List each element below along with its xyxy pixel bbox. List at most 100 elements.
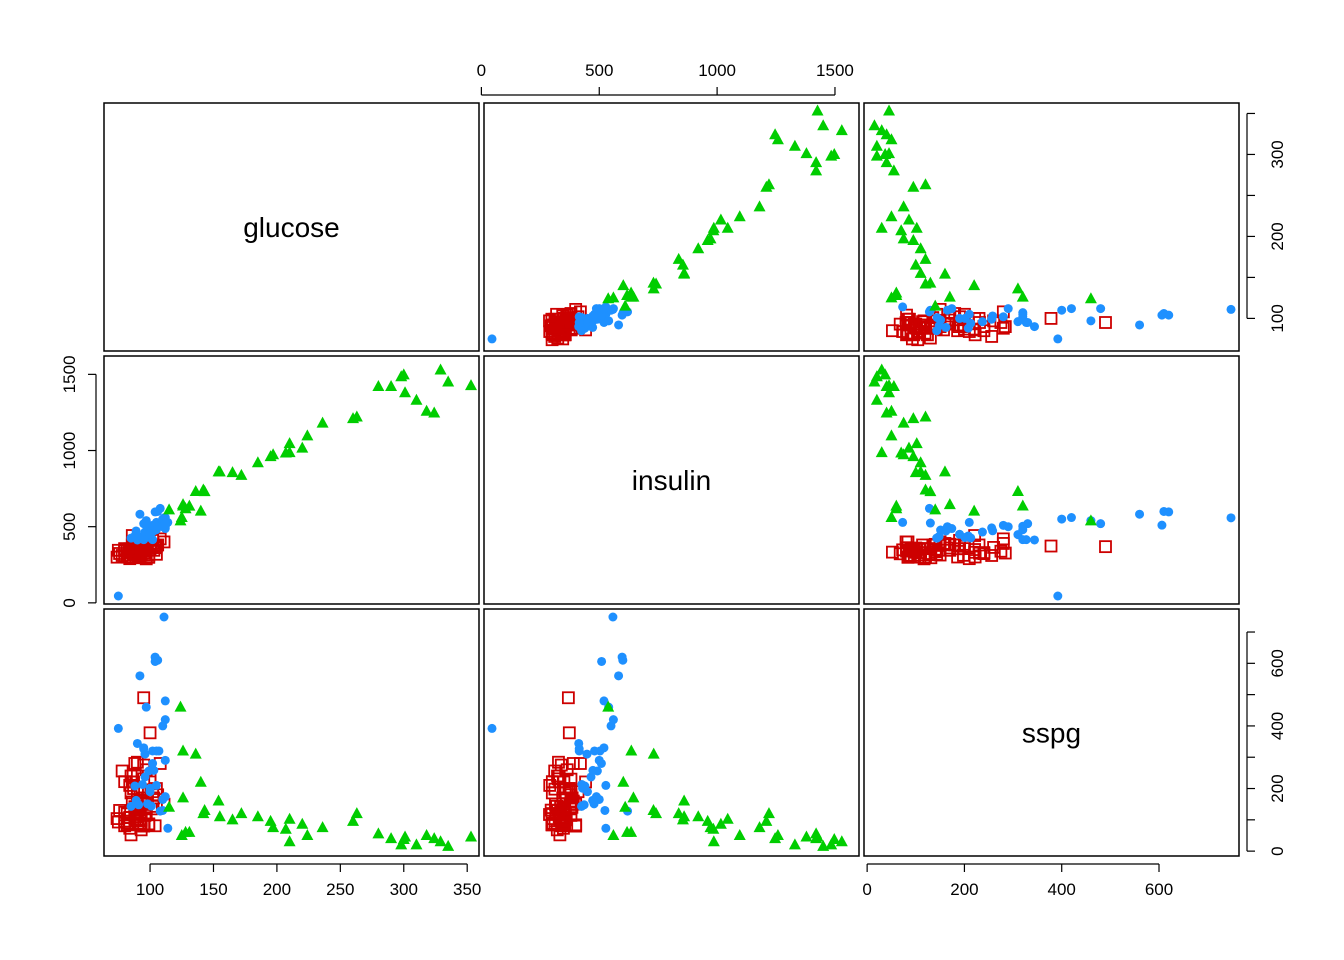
point-circle-insulin-vs-sspg-32	[955, 529, 965, 539]
point-square-glucose-vs-sspg-45	[1044, 312, 1058, 325]
tick-label-sspg-600: 600	[1145, 880, 1173, 899]
point-circle-glucose-vs-insulin-35	[599, 304, 609, 314]
point-triangle-insulin-vs-sspg-23	[924, 485, 937, 497]
point-circle-insulin-vs-sspg-12	[932, 533, 942, 543]
point-triangle-insulin-vs-glucose-30	[183, 499, 196, 511]
point-triangle-glucose-vs-sspg-30	[890, 286, 903, 298]
point-circle-insulin-vs-glucose-35	[160, 519, 170, 529]
point-triangle-glucose-vs-insulin-32	[762, 178, 775, 190]
point-triangle-glucose-vs-sspg-0	[1084, 292, 1097, 304]
point-triangle-insulin-vs-glucose-4	[194, 504, 207, 516]
point-triangle-sspg-vs-glucose-34	[264, 814, 277, 826]
point-circle-glucose-vs-sspg-27	[1135, 320, 1145, 330]
point-square-sspg-vs-glucose-45	[143, 726, 157, 740]
point-triangle-insulin-vs-sspg-36	[887, 380, 900, 392]
point-circle-glucose-vs-insulin-30	[487, 334, 497, 344]
point-triangle-glucose-vs-insulin-14	[835, 124, 848, 136]
point-circle-sspg-vs-insulin-6	[577, 779, 587, 789]
point-circle-sspg-vs-glucose-34	[153, 655, 163, 665]
point-triangle-sspg-vs-insulin-35	[692, 810, 705, 822]
point-triangle-insulin-vs-glucose-14	[434, 363, 447, 375]
point-triangle-insulin-vs-glucose-36	[372, 380, 385, 392]
point-square-sspg-vs-insulin-7	[545, 786, 559, 800]
point-triangle-insulin-vs-sspg-18	[870, 393, 883, 405]
point-triangle-sspg-vs-glucose-29	[442, 839, 455, 851]
point-circle-sspg-vs-insulin-26	[594, 755, 604, 765]
point-triangle-sspg-vs-glucose-26	[226, 813, 239, 825]
point-square-insulin-vs-sspg-67	[987, 541, 1001, 554]
point-triangle-glucose-vs-sspg-18	[870, 139, 883, 151]
point-circle-sspg-vs-insulin-19	[600, 805, 610, 815]
tick-label-glucose-250: 250	[326, 880, 354, 899]
tick-label-sspg_right-200: 200	[1268, 774, 1287, 802]
data-points	[110, 104, 1236, 851]
point-circle-sspg-vs-insulin-33	[599, 743, 609, 753]
point-circle-glucose-vs-sspg-11	[898, 302, 908, 312]
point-triangle-sspg-vs-glucose-2	[296, 817, 309, 829]
point-triangle-glucose-vs-insulin-19	[678, 266, 691, 278]
point-triangle-sspg-vs-insulin-3	[733, 828, 746, 840]
point-triangle-glucose-vs-sspg-8	[938, 267, 951, 279]
point-triangle-sspg-vs-glucose-25	[177, 791, 190, 803]
point-circle-glucose-vs-sspg-23	[1066, 304, 1076, 314]
point-circle-insulin-vs-sspg-35	[1096, 519, 1106, 529]
point-triangle-sspg-vs-insulin-28	[825, 838, 838, 850]
point-circle-glucose-vs-sspg-32	[955, 313, 965, 323]
point-circle-sspg-vs-glucose-29	[151, 746, 161, 756]
point-triangle-sspg-vs-glucose-6	[235, 807, 248, 819]
point-square-glucose-vs-insulin-69	[556, 309, 570, 323]
point-circle-glucose-vs-insulin-27	[614, 320, 624, 330]
point-circle-sspg-vs-insulin-35	[599, 696, 609, 706]
point-triangle-insulin-vs-sspg-17	[907, 412, 920, 424]
point-square-glucose-vs-sspg-62	[996, 321, 1010, 335]
point-circle-glucose-vs-sspg-9	[1226, 304, 1236, 314]
point-circle-sspg-vs-glucose-9	[159, 612, 169, 622]
point-triangle-sspg-vs-glucose-3	[301, 828, 314, 840]
point-triangle-insulin-vs-glucose-23	[198, 485, 211, 497]
tick-label-insulin-0: 0	[60, 598, 79, 607]
point-circle-sspg-vs-glucose-11	[163, 823, 173, 833]
point-circle-insulin-vs-sspg-11	[898, 517, 908, 527]
point-circle-insulin-vs-sspg-23	[1066, 513, 1076, 523]
point-square-sspg-vs-insulin-72	[559, 813, 573, 827]
diag-label-glucose: glucose	[243, 212, 340, 243]
panel-glucose-vs-sspg	[863, 102, 1240, 352]
point-triangle-sspg-vs-glucose-0	[174, 700, 187, 712]
tick-label-sspg-200: 200	[950, 880, 978, 899]
panel-glucose-vs-glucose	[103, 102, 480, 352]
point-triangle-sspg-vs-insulin-32	[762, 807, 775, 819]
point-circle-sspg-vs-glucose-24	[158, 721, 168, 731]
point-circle-glucose-vs-insulin-32	[582, 313, 592, 323]
point-square-insulin-vs-sspg-69	[943, 543, 957, 557]
point-square-sspg-vs-insulin-64	[561, 691, 575, 705]
point-square-insulin-vs-sspg-75	[919, 550, 932, 564]
point-triangle-sspg-vs-insulin-2	[714, 817, 727, 829]
point-triangle-insulin-vs-glucose-3	[301, 429, 314, 441]
panel-insulin-vs-sspg	[863, 355, 1240, 605]
point-triangle-insulin-vs-glucose-11	[399, 386, 412, 398]
point-triangle-glucose-vs-insulin-16	[707, 221, 720, 233]
point-circle-glucose-vs-sspg-34	[1159, 308, 1169, 318]
point-square-glucose-vs-insulin-65	[552, 324, 566, 338]
tick-label-glucose_right-100: 100	[1268, 304, 1287, 332]
point-triangle-sspg-vs-glucose-32	[350, 807, 363, 819]
tick-label-glucose_right-200: 200	[1268, 222, 1287, 250]
point-square-glucose-vs-insulin-68	[543, 325, 557, 338]
point-square-insulin-vs-glucose-75	[129, 550, 143, 564]
point-square-insulin-vs-sspg-45	[1044, 539, 1058, 553]
point-triangle-insulin-vs-glucose-12	[420, 404, 433, 416]
point-square-glucose-vs-sspg-49	[900, 308, 913, 322]
point-circle-glucose-vs-sspg-31	[942, 305, 952, 315]
point-square-sspg-vs-insulin-75	[545, 807, 559, 820]
point-triangle-sspg-vs-insulin-4	[617, 775, 630, 787]
tick-label-insulin-1500: 1500	[816, 61, 854, 80]
point-triangle-glucose-vs-insulin-33	[619, 299, 632, 311]
point-triangle-insulin-vs-sspg-33	[929, 503, 942, 515]
tick-label-sspg-0: 0	[862, 880, 871, 899]
point-triangle-glucose-vs-sspg-31	[880, 156, 893, 168]
point-circle-sspg-vs-glucose-4	[134, 800, 144, 810]
point-square-insulin-vs-glucose-73	[157, 535, 171, 549]
point-circle-sspg-vs-insulin-22	[574, 744, 584, 754]
tick-label-sspg-400: 400	[1048, 880, 1076, 899]
